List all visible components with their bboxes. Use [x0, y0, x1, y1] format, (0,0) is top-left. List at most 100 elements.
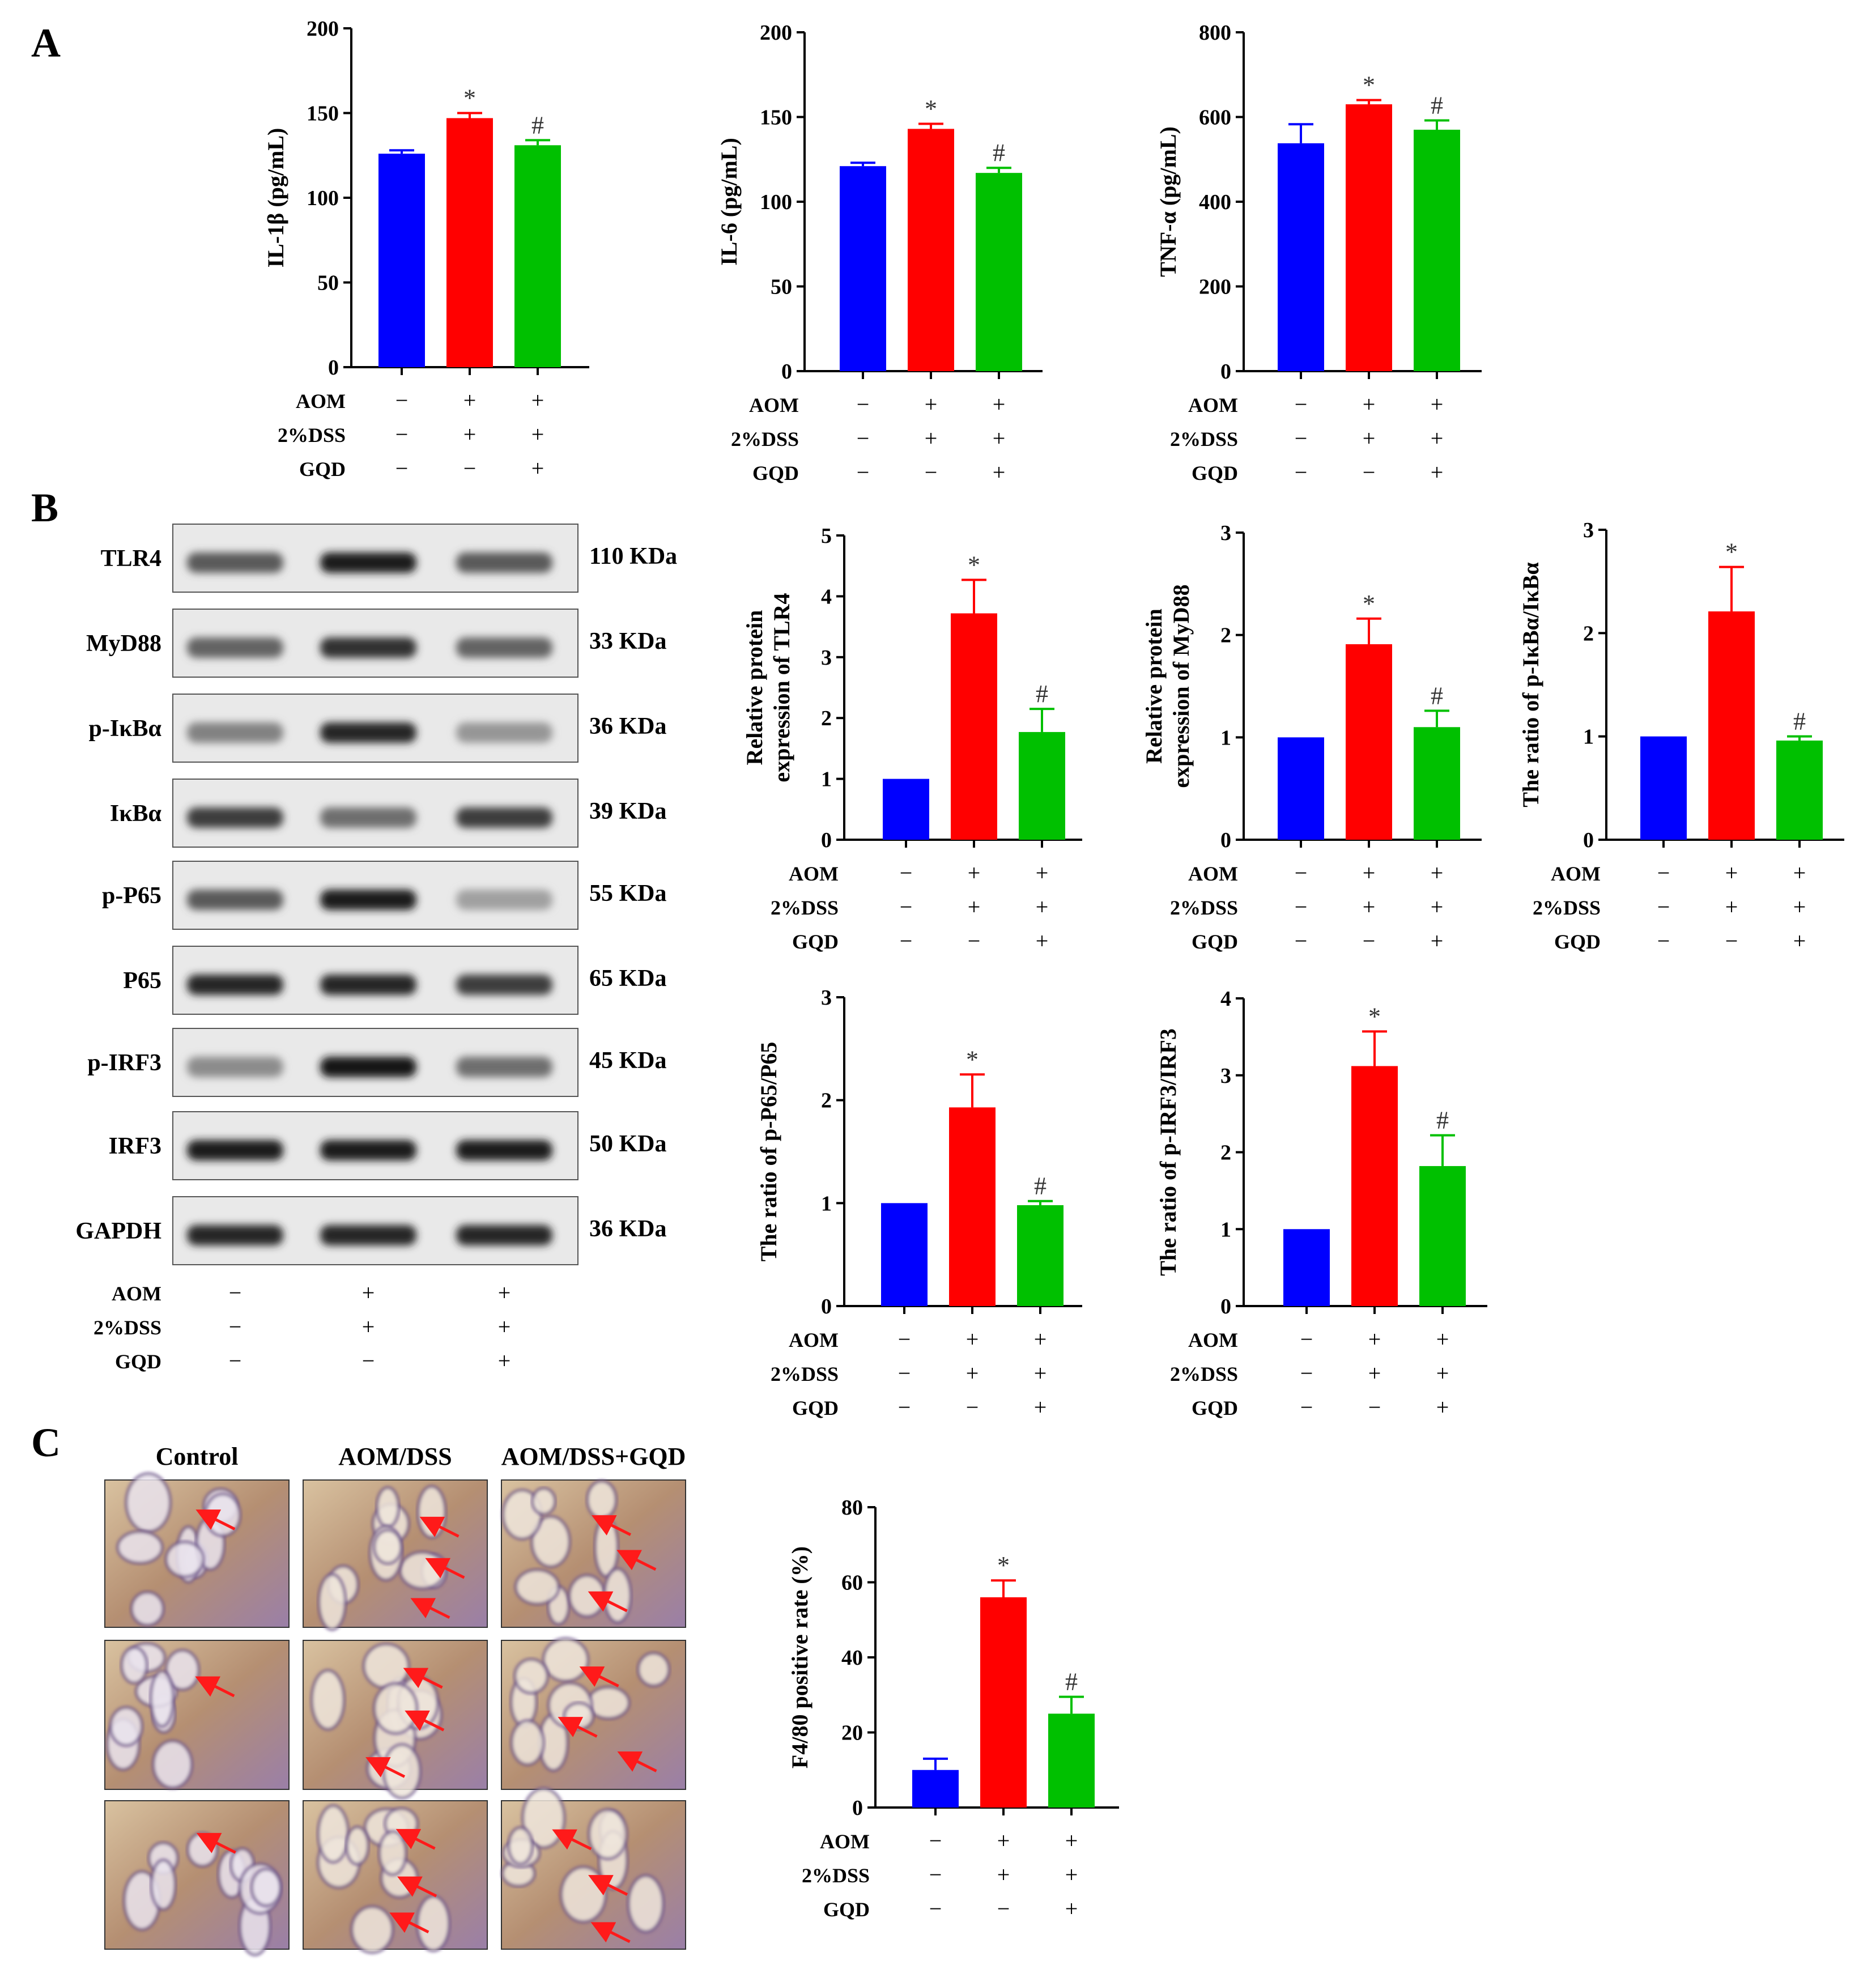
chart-condition-mark: −: [857, 392, 870, 417]
ihc-images: Control AOM/DSS AOM/DSS+GQD: [104, 1443, 686, 1957]
bar: [1414, 727, 1460, 840]
blot-band: [456, 807, 552, 828]
y-tick-label: 4: [821, 585, 832, 609]
chart-9: 0 20 40 60 80 F4/80 positive rate (%) * # AOM − + +…: [787, 1496, 1119, 1921]
bar: [1283, 1229, 1330, 1306]
chart-condition-mark: +: [993, 426, 1006, 451]
chart-condition-mark: −: [929, 1862, 942, 1887]
significance-mark: *: [463, 84, 476, 112]
ihc-arrow: [395, 1828, 436, 1850]
ihc-arrow: [591, 1515, 631, 1536]
ihc-arrow: [196, 1832, 236, 1854]
blot-row: p-P65 55 KDa: [102, 861, 667, 930]
chart-condition-mark: +: [1363, 426, 1376, 451]
significance-mark: #: [1436, 1107, 1449, 1134]
y-tick-label: 3: [1583, 518, 1594, 542]
chart-condition-mark: −: [1295, 426, 1308, 451]
chart-condition-mark: −: [1363, 460, 1376, 485]
chart-condition-mark: +: [1368, 1360, 1381, 1386]
chart-condition-mark: +: [993, 460, 1006, 485]
y-tick-label: 800: [1199, 21, 1231, 45]
bar: [840, 166, 886, 371]
chart-condition-label: AOM: [1551, 862, 1601, 885]
blot-condition-mark: +: [362, 1314, 375, 1339]
bar: [1419, 1166, 1466, 1306]
y-tick-label: 0: [852, 1796, 863, 1820]
chart-3: 0 200 400 600 800 TNF-α (pg/mL) * # AOM − + +2%DSS −…: [1155, 21, 1482, 485]
significance-mark: *: [966, 1045, 979, 1073]
chart-condition-mark: +: [531, 456, 544, 481]
chart-condition-label: GQD: [1554, 930, 1601, 953]
ihc-arrow: [579, 1666, 619, 1687]
bar: [1351, 1066, 1398, 1306]
blot-band: [320, 975, 416, 995]
ihc-arrow: [195, 1509, 236, 1530]
chart-condition-mark: −: [395, 422, 409, 447]
chart-condition-label: GQD: [299, 458, 346, 480]
chart-condition-mark: +: [1368, 1326, 1381, 1352]
blot-band: [320, 1140, 416, 1160]
chart-condition-mark: −: [857, 460, 870, 485]
bar: [881, 1203, 928, 1306]
blot-kda-label: 55 KDa: [589, 881, 667, 907]
blot-condition-mark: −: [362, 1348, 375, 1373]
significance-mark: *: [925, 95, 937, 122]
chart-1: 0 50 100 150 200 IL-1β (pg/mL) * # AOM − + +2%DSS − +…: [263, 17, 589, 481]
chart-condition-mark: +: [968, 894, 981, 920]
chart-condition-mark: +: [463, 422, 477, 447]
blot-condition-label: 2%DSS: [93, 1316, 161, 1339]
bar: [976, 173, 1022, 371]
significance-mark: *: [997, 1551, 1010, 1579]
chart-condition-mark: −: [900, 860, 913, 886]
chart-condition-mark: +: [1036, 928, 1049, 954]
chart-condition-label: AOM: [1188, 862, 1238, 885]
y-axis-label: Relative proteinexpression of MyD88: [1141, 584, 1194, 788]
bar: [1346, 644, 1392, 840]
chart-condition-mark: −: [1295, 928, 1308, 954]
chart-condition-label: 2%DSS: [802, 1864, 870, 1887]
chart-condition-mark: +: [1036, 894, 1049, 920]
chart-condition-mark: −: [898, 1360, 911, 1386]
significance-mark: #: [993, 139, 1005, 167]
bar: [446, 118, 493, 367]
blot-row: GAPDH 36 KDa: [75, 1196, 667, 1265]
ihc-arrow: [616, 1550, 657, 1571]
blot-kda-label: 110 KDa: [589, 543, 677, 569]
blot-band: [320, 890, 416, 910]
y-tick-label: 0: [821, 1295, 832, 1319]
bar: [951, 613, 997, 840]
bar: [1278, 737, 1324, 840]
significance-mark: #: [1034, 1172, 1047, 1200]
chart-condition-mark: −: [997, 1896, 1010, 1921]
chart-condition-label: GQD: [823, 1898, 870, 1921]
chart-condition-mark: −: [900, 928, 913, 954]
blot-band: [456, 890, 552, 910]
chart-4: 0 1 2 3 4 5 Relative proteinexpression of TLR4…: [742, 524, 1082, 954]
ihc-column-label: AOM/DSS: [338, 1443, 452, 1470]
bar: [1414, 129, 1460, 372]
y-tick-label: 0: [1583, 828, 1594, 852]
y-tick-label: 50: [771, 275, 792, 299]
ihc-arrow: [419, 1516, 460, 1538]
ihc-image: [303, 1479, 488, 1631]
chart-condition-label: AOM: [789, 1329, 839, 1351]
y-tick-label: 1: [1220, 726, 1231, 750]
chart-condition-mark: +: [531, 388, 544, 413]
blot-band: [187, 552, 283, 573]
chart-condition-mark: +: [968, 860, 981, 886]
chart-condition-mark: +: [1034, 1326, 1047, 1352]
bar: [1019, 732, 1065, 840]
blot-row: MyD88 33 KDa: [86, 609, 667, 678]
ihc-arrow: [558, 1717, 598, 1738]
y-tick-label: 600: [1199, 106, 1231, 130]
significance-mark: *: [1363, 71, 1375, 99]
blot-kda-label: 36 KDa: [589, 713, 667, 739]
blot-band: [187, 722, 283, 743]
blot-protein-label: MyD88: [86, 631, 161, 657]
bar: [949, 1107, 996, 1306]
significance-mark: #: [531, 111, 544, 139]
chart-condition-mark: +: [1034, 1394, 1047, 1420]
western-blot: TLR4 110 KDa MyD88 33 KDa p-IκBα 36 KDa IκBα 39…: [75, 524, 677, 1373]
chart-condition-mark: −: [966, 1394, 979, 1420]
